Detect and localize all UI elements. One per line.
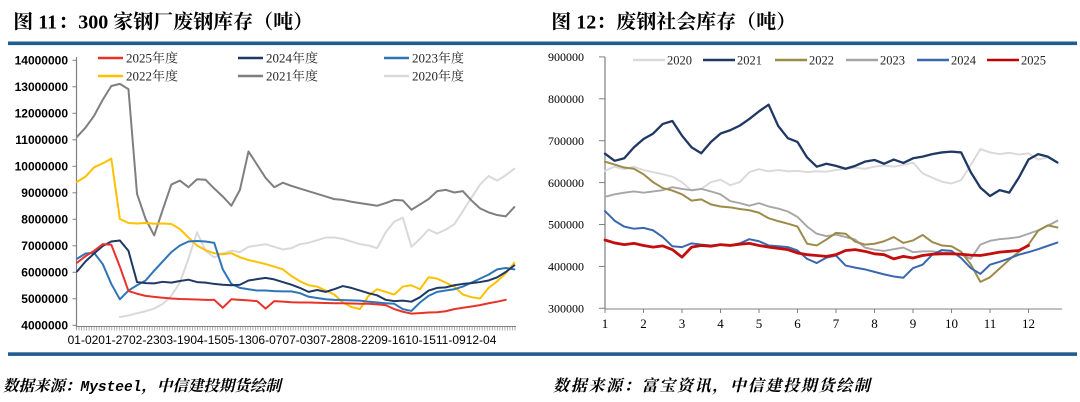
svg-text:2022: 2022 xyxy=(126,69,152,84)
svg-text:2020: 2020 xyxy=(412,69,438,84)
svg-text:3: 3 xyxy=(679,316,686,331)
svg-text:10: 10 xyxy=(945,316,958,331)
svg-text:900000: 900000 xyxy=(548,50,584,64)
svg-text:Mysteel: Mysteel xyxy=(80,380,142,396)
svg-text:7000000: 7000000 xyxy=(21,239,68,253)
svg-text:400000: 400000 xyxy=(548,260,584,274)
svg-text:12000000: 12000000 xyxy=(15,107,69,121)
svg-text:2024: 2024 xyxy=(266,51,293,66)
svg-text:2021: 2021 xyxy=(737,54,762,68)
svg-text:2: 2 xyxy=(640,316,647,331)
svg-text:12: 12 xyxy=(571,12,596,34)
svg-text:2023: 2023 xyxy=(412,51,438,66)
svg-text:9: 9 xyxy=(910,316,917,331)
svg-text:2022: 2022 xyxy=(809,54,834,68)
svg-text:10000000: 10000000 xyxy=(15,160,69,174)
svg-text:12: 12 xyxy=(1022,316,1035,331)
svg-text:8000000: 8000000 xyxy=(21,213,68,227)
svg-text:14000000: 14000000 xyxy=(15,54,69,68)
svg-text:11000000: 11000000 xyxy=(15,133,68,147)
svg-text:300000: 300000 xyxy=(548,302,584,316)
svg-text:300: 300 xyxy=(78,12,113,34)
svg-text:2023: 2023 xyxy=(880,54,905,68)
svg-text:6: 6 xyxy=(794,316,801,331)
svg-text:9000000: 9000000 xyxy=(21,186,68,200)
svg-text:800000: 800000 xyxy=(548,92,584,106)
svg-text:11: 11 xyxy=(984,316,997,331)
svg-text:4000000: 4000000 xyxy=(21,319,68,333)
svg-text:11: 11 xyxy=(33,12,57,34)
svg-text:2025: 2025 xyxy=(1021,54,1046,68)
svg-text:600000: 600000 xyxy=(548,176,584,190)
svg-text:2021: 2021 xyxy=(266,69,292,84)
svg-text:2020: 2020 xyxy=(667,54,692,68)
svg-text:500000: 500000 xyxy=(548,218,584,232)
svg-text:6000000: 6000000 xyxy=(21,266,68,280)
svg-text:2025: 2025 xyxy=(126,51,152,66)
svg-text:13000000: 13000000 xyxy=(15,80,69,94)
svg-text:4: 4 xyxy=(717,316,724,331)
svg-text:7: 7 xyxy=(833,316,840,331)
svg-text:5000000: 5000000 xyxy=(21,292,68,306)
svg-text:01-0201-2702-2303-1904-1505-13: 01-0201-2702-2303-1904-1505-1306-0707-03… xyxy=(68,333,497,347)
svg-text:2024: 2024 xyxy=(951,54,977,68)
svg-text:700000: 700000 xyxy=(548,134,584,148)
svg-text:5: 5 xyxy=(756,316,763,331)
svg-text:1: 1 xyxy=(602,316,609,331)
svg-text:8: 8 xyxy=(871,316,878,331)
